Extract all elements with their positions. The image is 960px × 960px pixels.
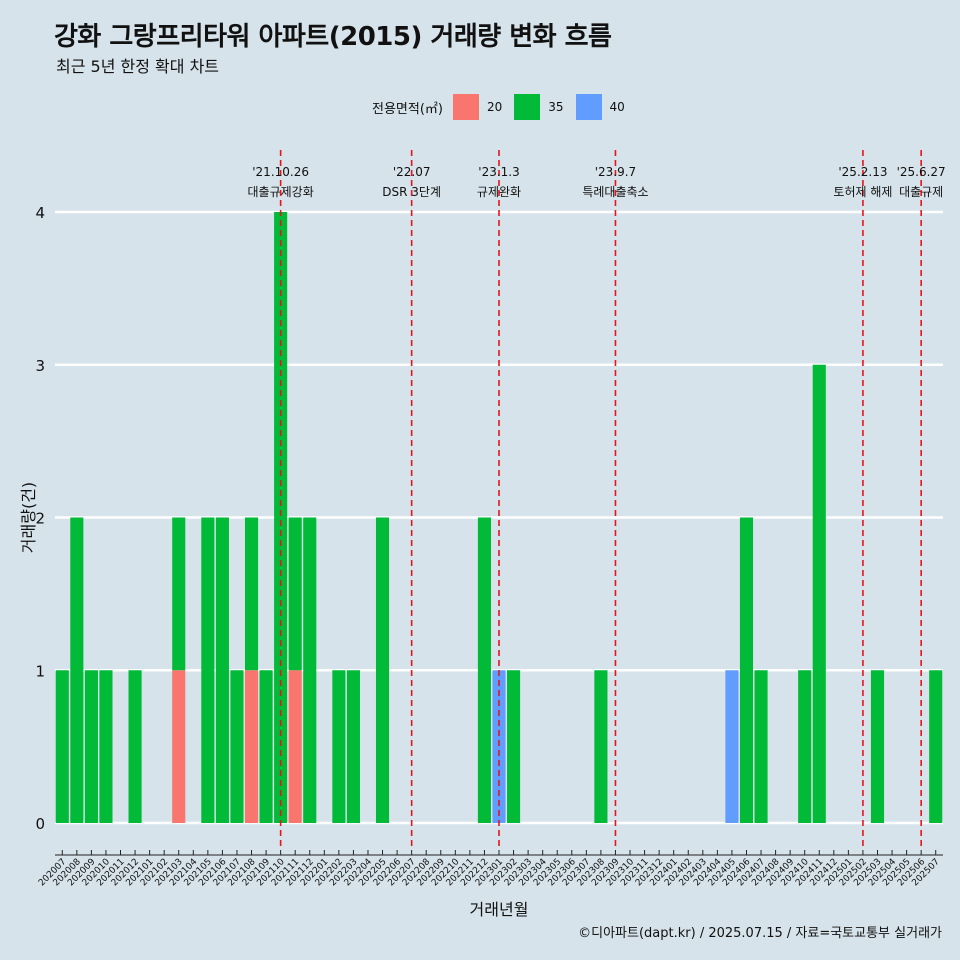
legend-key-40 xyxy=(575,94,602,120)
y-tick-label: 3 xyxy=(35,357,45,375)
y-tick-label: 4 xyxy=(35,204,45,222)
bar xyxy=(288,670,302,823)
bar xyxy=(172,670,186,823)
bar xyxy=(244,517,259,671)
event-date: '22.07 xyxy=(393,165,431,179)
bar xyxy=(259,670,273,823)
bar xyxy=(870,670,885,823)
bar xyxy=(128,670,142,823)
y-tick-label: 1 xyxy=(35,662,45,680)
bar xyxy=(594,670,608,823)
event-label: 특례대출축소 xyxy=(582,185,648,199)
legend: 전용면적(㎡) 20 35 40 xyxy=(372,93,637,121)
legend-key-20 xyxy=(452,94,479,120)
event-date: '25.6.27 xyxy=(897,165,946,179)
bar xyxy=(375,517,390,823)
bar xyxy=(492,670,506,823)
event-date: '23.9.7 xyxy=(595,165,636,179)
event-date: '21.10.26 xyxy=(252,165,309,179)
event-date: '25.2.13 xyxy=(838,165,887,179)
bar xyxy=(288,517,302,671)
legend-label-40: 40 xyxy=(609,100,625,114)
bar xyxy=(754,670,768,823)
bar xyxy=(70,517,84,823)
bar xyxy=(346,670,360,823)
bar xyxy=(303,517,317,823)
chart-title: 강화 그랑프리타워 아파트(2015) 거래량 변화 흐름 xyxy=(54,22,612,52)
event-label: 대출규제 xyxy=(899,185,943,199)
event-label: 규제완화 xyxy=(477,185,521,199)
y-tick-label: 0 xyxy=(35,815,45,833)
bar xyxy=(725,670,739,823)
bar xyxy=(84,670,98,823)
legend-label-35: 35 xyxy=(548,100,564,114)
bar xyxy=(274,212,288,823)
event-label: 대출규제강화 xyxy=(248,185,314,199)
y-axis-title: 거래량(건) xyxy=(19,482,38,553)
legend-title: 전용면적(㎡) xyxy=(372,101,443,117)
bar xyxy=(798,670,812,823)
bar xyxy=(477,517,491,823)
chart-subtitle: 최근 5년 한정 확대 차트 xyxy=(56,57,220,76)
legend-label-20: 20 xyxy=(486,100,503,114)
bar xyxy=(929,670,943,823)
bar xyxy=(507,670,521,823)
bar xyxy=(332,670,346,823)
y-tick-label: 2 xyxy=(35,510,45,528)
bar xyxy=(201,517,215,823)
bar xyxy=(215,517,229,823)
bar xyxy=(739,517,754,823)
bar xyxy=(244,670,259,823)
event-date: '23.1.3 xyxy=(478,165,519,179)
legend-key-35 xyxy=(514,94,541,120)
bar xyxy=(812,364,826,823)
bar xyxy=(99,670,113,823)
bar xyxy=(172,517,186,671)
event-label: 토허제 해제 xyxy=(833,185,892,199)
event-label: DSR 3단계 xyxy=(382,185,441,199)
x-axis-title: 거래년월 xyxy=(470,900,529,919)
bar xyxy=(55,670,69,823)
bar xyxy=(230,670,244,823)
source-caption: ©디아파트(dapt.kr) / 2025.07.15 / 자료=국토교통부 실… xyxy=(578,926,942,941)
